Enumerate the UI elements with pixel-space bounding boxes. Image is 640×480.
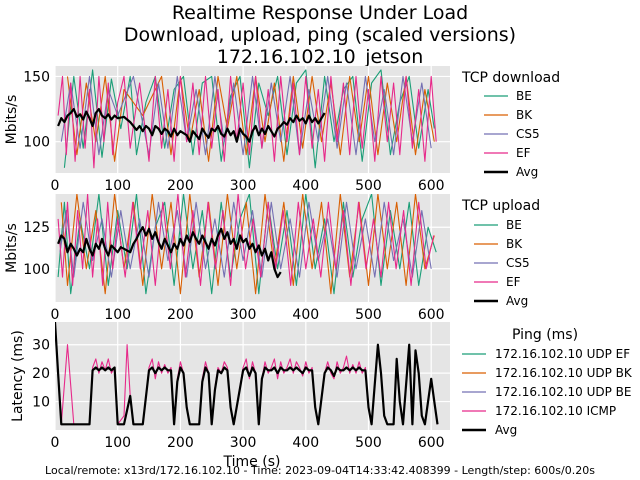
legend-entry: Avg bbox=[506, 294, 528, 308]
series-line-ef bbox=[57, 194, 435, 286]
legend-entry: EF bbox=[516, 146, 531, 160]
x-tick-label: 500 bbox=[355, 435, 382, 451]
series-line-cs5 bbox=[59, 201, 432, 278]
x-tick-label: 400 bbox=[292, 435, 319, 451]
footer-text: Local/remote: x13rd/172.16.102.10 - Time… bbox=[45, 464, 595, 477]
y-axis-label: Mbits/s bbox=[4, 95, 20, 145]
y-axis-label: Latency (ms) bbox=[10, 330, 26, 422]
x-tick-label: 100 bbox=[104, 307, 131, 323]
x-tick-label: 200 bbox=[167, 178, 194, 194]
legend-entry: 172.16.102.10 UDP EF bbox=[495, 347, 630, 361]
y-tick-label: 10 bbox=[32, 395, 50, 411]
y-tick-label: 125 bbox=[23, 220, 50, 236]
x-tick-label: 500 bbox=[355, 178, 382, 194]
x-tick-label: 0 bbox=[51, 178, 60, 194]
series-group bbox=[57, 194, 437, 295]
y-tick-label: 150 bbox=[23, 69, 50, 85]
legend-entry: BK bbox=[506, 237, 523, 251]
legend-entry: CS5 bbox=[516, 127, 540, 141]
x-axis-label: Time (s) bbox=[223, 454, 281, 470]
legend-entry: EF bbox=[506, 275, 521, 289]
y-tick-label: 20 bbox=[32, 366, 50, 382]
x-tick-label: 600 bbox=[418, 307, 445, 323]
legend-entry: BE bbox=[516, 89, 532, 103]
legend-entry: 172.16.102.10 ICMP bbox=[495, 404, 616, 418]
x-tick-label: 600 bbox=[418, 178, 445, 194]
y-tick-label: 30 bbox=[32, 338, 50, 354]
y-tick-label: 100 bbox=[23, 262, 50, 278]
x-tick-label: 400 bbox=[292, 178, 319, 194]
x-tick-label: 400 bbox=[292, 307, 319, 323]
x-tick-label: 600 bbox=[418, 435, 445, 451]
x-tick-label: 100 bbox=[104, 435, 131, 451]
series-line-be bbox=[57, 194, 437, 295]
x-tick-label: 200 bbox=[167, 307, 194, 323]
x-tick-label: 500 bbox=[355, 307, 382, 323]
legend-entry: Avg bbox=[495, 423, 517, 437]
series-group bbox=[57, 69, 437, 169]
x-tick-label: 300 bbox=[230, 307, 257, 323]
y-tick-label: 100 bbox=[23, 135, 50, 151]
x-tick-label: 0 bbox=[51, 435, 60, 451]
figure-title-line-3: 172.16.102.10_jetson bbox=[217, 46, 424, 68]
legend-entry: BK bbox=[516, 108, 533, 122]
x-tick-label: 300 bbox=[230, 435, 257, 451]
x-tick-label: 200 bbox=[167, 435, 194, 451]
y-axis-label: Mbits/s bbox=[4, 223, 20, 273]
series-line-avg bbox=[57, 226, 282, 279]
ping-panel: 0 100 200 300 400 500 600 10 20 30 Latency (ms) Pin… bbox=[10, 322, 633, 451]
legend-entry: CS5 bbox=[506, 256, 530, 270]
legend-entry: 172.16.102.10 UDP BK bbox=[495, 366, 633, 380]
legend-entry: 172.16.102.10 UDP BE bbox=[495, 385, 632, 399]
figure-title-line-2: Download, upload, ping (scaled versions) bbox=[124, 24, 516, 46]
legend-title: Ping (ms) bbox=[512, 327, 578, 343]
x-tick-label: 100 bbox=[104, 178, 131, 194]
figure-title-line-1: Realtime Response Under Load bbox=[172, 2, 468, 24]
x-tick-label: 300 bbox=[230, 178, 257, 194]
series-line-ef bbox=[57, 75, 437, 169]
legend-entry: Avg bbox=[516, 165, 538, 179]
series-line-avg bbox=[57, 107, 326, 143]
x-tick-label: 0 bbox=[51, 307, 60, 323]
legend-title: TCP upload bbox=[461, 198, 540, 214]
series-line-avg bbox=[55, 322, 439, 426]
legend-entry: BE bbox=[506, 218, 522, 232]
legend-title: TCP download bbox=[461, 70, 560, 86]
series-group bbox=[55, 322, 439, 426]
